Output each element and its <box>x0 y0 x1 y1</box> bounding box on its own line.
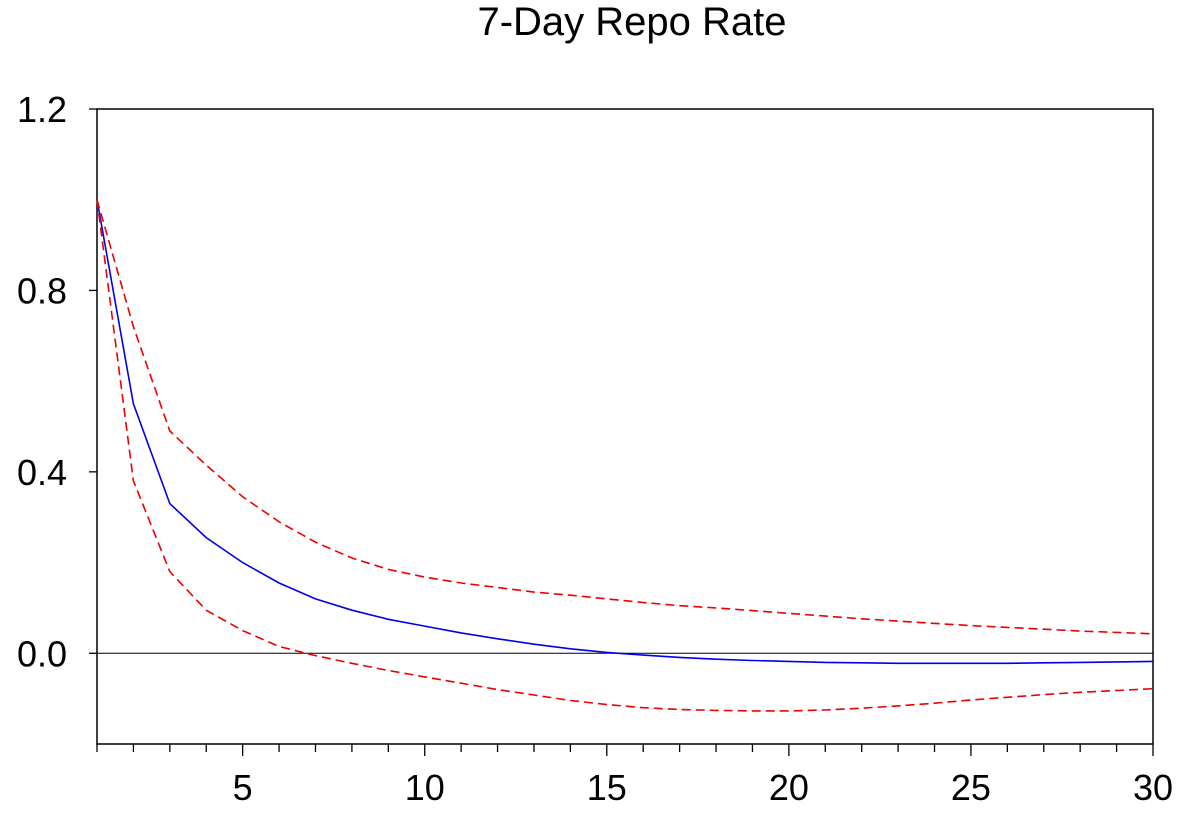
x-tick-label: 25 <box>951 767 991 808</box>
x-tick-label: 5 <box>233 767 253 808</box>
x-tick-label: 10 <box>405 767 445 808</box>
confidence-band-line-2 <box>96 199 1154 712</box>
y-tick-label: 0.8 <box>17 270 67 311</box>
y-tick-label: 1.2 <box>17 89 67 130</box>
y-tick-label: 0.4 <box>17 452 67 493</box>
confidence-band-line-1 <box>96 199 1154 635</box>
x-tick-label: 20 <box>769 767 809 808</box>
response-line-0 <box>96 199 1154 665</box>
x-tick-label: 15 <box>587 767 627 808</box>
x-tick-label: 30 <box>1133 767 1173 808</box>
y-tick-label: 0.0 <box>17 633 67 674</box>
chart-title: 7-Day Repo Rate <box>477 0 786 44</box>
x-axis-ticks: 5 10 15 20 25 30 <box>96 744 1173 808</box>
series-layer <box>96 199 1154 712</box>
y-axis-labels: 0.0 0.4 0.8 1.2 <box>17 89 97 674</box>
plot-frame <box>96 108 1154 745</box>
